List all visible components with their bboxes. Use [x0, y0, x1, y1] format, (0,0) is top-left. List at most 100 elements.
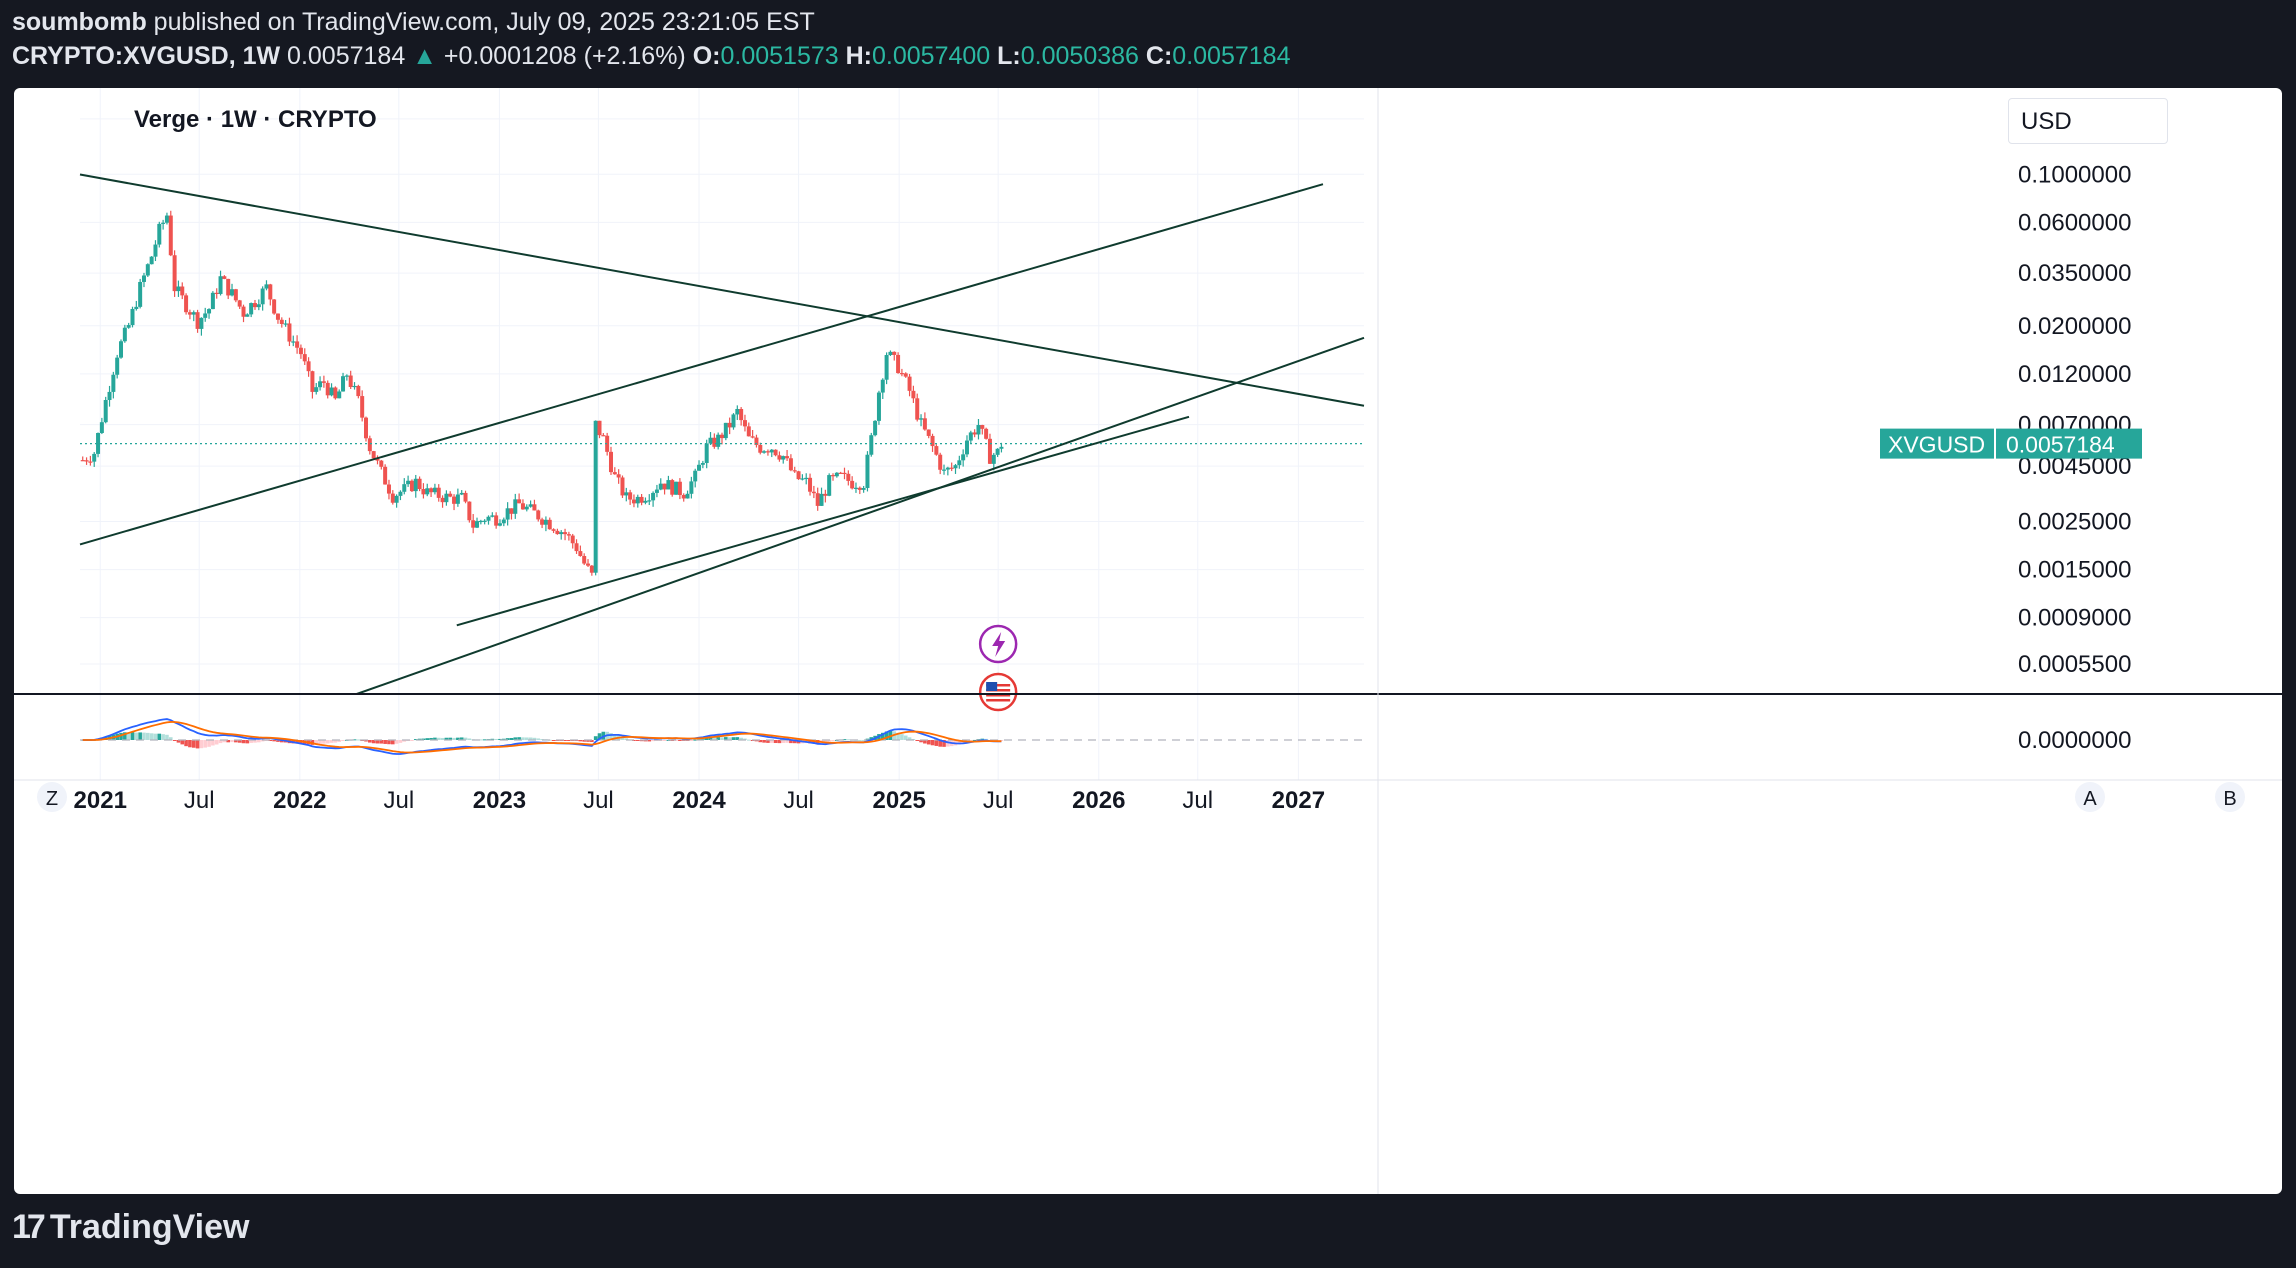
trend-line-1[interactable] — [79, 173, 1365, 407]
macd-histogram-bar — [341, 740, 345, 741]
candle-body — [919, 418, 924, 420]
macd-histogram-bar — [257, 740, 261, 743]
candle-body — [754, 437, 759, 446]
chart-legend-title: Verge · 1W · CRYPTO — [134, 106, 377, 133]
candle-body — [658, 483, 663, 490]
macd-histogram-bar — [509, 737, 514, 740]
macd-histogram-bar — [241, 740, 246, 744]
price-chart[interactable]: 0.18000000.10000000.06000000.03500000.02… — [14, 88, 2282, 1194]
currency-selector[interactable]: USD — [2008, 98, 2168, 144]
candle-body — [915, 398, 920, 420]
candle-body — [800, 478, 805, 480]
macd-histogram-bar — [364, 740, 368, 742]
macd-histogram-bar — [153, 733, 158, 740]
zoom-button[interactable] — [37, 782, 67, 812]
macd-histogram-bar — [712, 737, 717, 740]
low-value: 0.0050386 — [1020, 42, 1139, 70]
macd-histogram-bar — [295, 740, 299, 744]
macd-histogram-bar — [590, 740, 594, 743]
candle-body — [922, 418, 927, 430]
candle-body — [126, 325, 131, 328]
candle-body — [639, 496, 644, 503]
candle-body — [413, 478, 418, 492]
candle-body — [252, 303, 257, 308]
macd-histogram-bar — [934, 740, 939, 746]
candle-body — [268, 284, 273, 300]
candle-body — [279, 319, 284, 324]
macd-histogram-bar — [490, 738, 495, 740]
tradingview-logo[interactable]: 17 TradingView — [12, 1208, 249, 1247]
time-tick-label: Jul — [1182, 787, 1213, 814]
author-name[interactable]: soumbomb — [12, 8, 147, 36]
candle-body — [773, 449, 778, 456]
candle-body — [329, 387, 334, 396]
trend-line-4[interactable] — [356, 336, 1365, 695]
macd-histogram-bar — [337, 740, 342, 742]
candle-body — [295, 341, 300, 348]
macd-histogram-bar — [831, 740, 835, 741]
us-flag-icon[interactable] — [978, 672, 1018, 712]
candle-body — [731, 414, 736, 428]
candle-body — [643, 500, 648, 503]
macd-histogram-bar — [329, 740, 334, 743]
macd-histogram-bar — [383, 740, 387, 744]
macd-histogram-bar — [413, 739, 418, 741]
candle-body — [601, 435, 606, 437]
candle-body — [409, 480, 414, 492]
publish-info: soumbomb published on TradingView.com, J… — [12, 8, 815, 37]
macd-histogram-bar — [157, 733, 162, 740]
candle-body — [505, 508, 510, 520]
candle-body — [892, 351, 897, 355]
candle-body — [689, 481, 694, 494]
macd-histogram-bar — [551, 740, 556, 741]
candle-body — [203, 313, 208, 318]
candle-body — [750, 436, 755, 438]
candle-body — [842, 472, 847, 475]
trend-line-3[interactable] — [456, 415, 1190, 627]
price-tick-label: 0.0600000 — [2018, 209, 2131, 236]
candle-body — [84, 460, 89, 462]
candle-body — [666, 480, 671, 490]
macd-histogram-bar — [172, 740, 177, 741]
candle-body — [631, 499, 636, 504]
macd-histogram-bar — [586, 740, 590, 742]
trend-line-2[interactable] — [79, 183, 1324, 546]
candle-body — [708, 437, 713, 444]
open-label: O: — [692, 42, 721, 70]
candle-body — [520, 503, 525, 510]
macd-histogram-bar — [410, 740, 414, 741]
candle-body — [670, 480, 675, 495]
macd-histogram-bar — [494, 738, 498, 740]
candle-body — [593, 420, 598, 573]
candle-body — [559, 532, 564, 535]
macd-histogram-bar — [643, 740, 648, 742]
chart-panel[interactable]: 0.18000000.10000000.06000000.03500000.02… — [14, 88, 2282, 1194]
candle-body — [524, 506, 529, 510]
flag-canton — [986, 682, 998, 691]
candle-body — [371, 451, 376, 459]
macd-histogram-bar — [919, 740, 923, 743]
macd-histogram-bar — [735, 737, 740, 740]
log-scale-button[interactable] — [2215, 782, 2245, 812]
candle-body — [635, 496, 640, 504]
candle-body — [325, 382, 330, 396]
macd-histogram-bar — [176, 740, 181, 743]
macd-histogram-bar — [425, 738, 430, 740]
candle-body — [777, 455, 782, 460]
candle-body — [364, 417, 369, 439]
macd-histogram-bar — [785, 740, 789, 743]
candle-body — [513, 499, 518, 514]
macd-histogram-bar — [226, 740, 230, 743]
time-tick-label: 2027 — [1272, 787, 1325, 814]
auto-scale-button[interactable] — [2075, 782, 2105, 812]
candle-body — [727, 422, 732, 428]
flag-stripe — [986, 694, 1011, 697]
candle-body — [532, 504, 537, 511]
candle-body — [834, 472, 839, 477]
macd-histogram-bar — [394, 740, 399, 744]
candle-body — [853, 487, 858, 489]
candle-body — [210, 292, 215, 310]
price-tick-label: 0.0350000 — [2018, 260, 2131, 287]
candle-body — [360, 396, 365, 418]
macd-histogram-bar — [417, 738, 422, 740]
